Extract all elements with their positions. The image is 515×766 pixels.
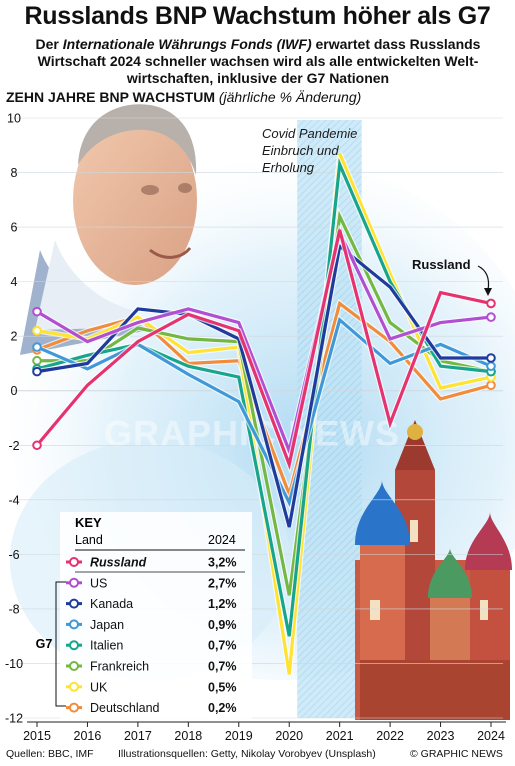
legend-label-italien: Italien bbox=[90, 639, 123, 653]
legend-background bbox=[60, 512, 252, 720]
illustration-credit: Illustrationsquellen: Getty, Nikolay Vor… bbox=[118, 748, 376, 760]
x-tick-label: 2022 bbox=[376, 729, 404, 743]
page-title: Russlands BNP Wachstum höher als G7 bbox=[24, 2, 491, 30]
legend-rows: Russland 3,2% US 2,7% Kanada 1,2% Japan 0,9% Ita… bbox=[66, 556, 245, 715]
g7-bracket bbox=[55, 581, 66, 707]
legend-col-year: 2024 bbox=[208, 533, 236, 547]
x-axis: 2015 2016 2017 2018 2019 2020 2021 2022 2023 2024 bbox=[23, 722, 505, 743]
subtitle: Der Internationale Währungs Fonds (IWF) … bbox=[8, 36, 508, 87]
russland-arrow bbox=[477, 265, 490, 291]
series-line-russland bbox=[35, 229, 492, 471]
series-line-frankreich bbox=[37, 210, 492, 596]
legend-value-us: 2,7% bbox=[208, 576, 237, 590]
series-end-point-us bbox=[486, 312, 496, 322]
y-tick-label: 8 bbox=[11, 166, 18, 180]
legend-key: KEY Land 2024 Russland 3,2% US 2,7% Kanada 1,… bbox=[36, 512, 252, 720]
y-tick-label: -6 bbox=[8, 548, 19, 562]
legend-label-kanada: Kanada bbox=[90, 597, 133, 611]
subtitle-line3: wirtschaften, inklusive der G7 Nationen bbox=[126, 70, 390, 86]
legend-marker-kanada bbox=[69, 598, 79, 609]
series-end-point-deutschland bbox=[486, 380, 496, 391]
subtitle-imf: Internationale Währungs Fonds (IWF) bbox=[62, 36, 312, 52]
legend-marker-russland bbox=[69, 557, 79, 567]
legend-label-us: US bbox=[90, 576, 107, 590]
legend-label-japan: Japan bbox=[90, 618, 124, 632]
series-line-kanada bbox=[36, 243, 491, 528]
russland-label: Russland bbox=[412, 257, 471, 272]
legend-value-japan: 0,9% bbox=[208, 618, 237, 632]
series-line-us bbox=[36, 227, 492, 457]
legend-label-frankreich: Frankreich bbox=[90, 660, 149, 674]
chart-heading-unit: (jährliche % Änderung) bbox=[218, 89, 362, 105]
legend-value-uk: 0,5% bbox=[208, 680, 237, 694]
y-tick-label: -12 bbox=[5, 712, 23, 726]
x-tick-label: 2015 bbox=[23, 729, 51, 743]
legend-marker-uk bbox=[69, 681, 79, 692]
x-tick-label: 2021 bbox=[326, 729, 354, 743]
series-end-point-kanada bbox=[486, 353, 496, 363]
y-tick-label: -2 bbox=[8, 439, 19, 453]
covid-line-3: Erholung bbox=[262, 160, 315, 175]
y-tick-label: -4 bbox=[8, 493, 19, 507]
chart-heading: ZEHN JAHRE BNP WACHSTUM (jährliche % Änd… bbox=[6, 89, 361, 105]
series-start-point-russland bbox=[32, 440, 42, 451]
legend-col-country: Land bbox=[75, 533, 103, 547]
legend-value-italien: 0,7% bbox=[208, 639, 237, 653]
legend-marker-frankreich bbox=[69, 661, 79, 671]
y-tick-label: 2 bbox=[11, 330, 18, 344]
series-end-point-russland bbox=[486, 298, 496, 309]
legend-marker-italien bbox=[69, 640, 79, 651]
x-tick-label: 2024 bbox=[477, 729, 505, 743]
subtitle-line1-end: erwartet dass Russlands bbox=[311, 36, 481, 52]
y-tick-label: 0 bbox=[11, 384, 18, 398]
y-tick-label: -10 bbox=[5, 657, 23, 671]
legend-value-deutschland: 0,2% bbox=[208, 701, 237, 715]
legend-value-frankreich: 0,7% bbox=[208, 660, 237, 674]
legend-value-russland: 3,2% bbox=[208, 556, 237, 570]
series-start-point-uk bbox=[32, 325, 42, 336]
sources-note: Quellen: BBC, IMF bbox=[6, 748, 94, 760]
y-tick-label: -8 bbox=[8, 602, 19, 616]
russland-arrowhead bbox=[484, 288, 492, 296]
series-start-point-frankreich bbox=[32, 355, 42, 366]
legend-marker-us bbox=[69, 577, 79, 588]
covid-annotation: Covid Pandemie Einbruch und Erholung bbox=[262, 126, 357, 175]
x-tick-label: 2023 bbox=[427, 729, 455, 743]
legend-marker-japan bbox=[69, 619, 79, 630]
series-start-point-japan bbox=[32, 342, 42, 352]
chart-heading-title: ZEHN JAHRE BNP WACHSTUM bbox=[6, 89, 215, 105]
x-tick-label: 2018 bbox=[174, 729, 202, 743]
legend-title: KEY bbox=[75, 515, 102, 530]
y-gridlines bbox=[12, 117, 503, 719]
subtitle-line2: Wirtschaft 2024 schneller wachsen wird a… bbox=[37, 53, 479, 69]
legend-label-uk: UK bbox=[90, 680, 108, 694]
x-tick-label: 2020 bbox=[275, 729, 303, 743]
legend-value-kanada: 1,2% bbox=[208, 597, 237, 611]
y-tick-label: 4 bbox=[11, 275, 18, 289]
copyright-credit: © GRAPHIC NEWS bbox=[410, 748, 503, 760]
x-tick-label: 2019 bbox=[225, 729, 253, 743]
x-tick-label: 2017 bbox=[124, 729, 152, 743]
covid-line-2: Einbruch und bbox=[262, 143, 339, 158]
y-axis: 10 8 6 4 2 0 -2 -4 -6 -8 -10 -12 bbox=[5, 112, 23, 726]
series-start-point-us bbox=[32, 306, 42, 317]
legend-label-russland: Russland bbox=[90, 556, 147, 570]
x-tick-label: 2016 bbox=[74, 729, 102, 743]
subtitle-pre: Der bbox=[35, 36, 63, 52]
y-tick-label: 6 bbox=[11, 221, 18, 235]
g7-label: G7 bbox=[36, 637, 53, 651]
series-start-point-kanada bbox=[32, 366, 42, 377]
legend-label-deutschland: Deutschland bbox=[90, 701, 160, 715]
series-end-point-japan bbox=[486, 361, 496, 371]
legend-marker-deutschland bbox=[69, 702, 79, 713]
cathedral-illustration bbox=[355, 420, 512, 720]
covid-line-1: Covid Pandemie bbox=[262, 126, 357, 141]
series-lines bbox=[32, 152, 496, 675]
y-tick-label: 10 bbox=[7, 112, 21, 126]
